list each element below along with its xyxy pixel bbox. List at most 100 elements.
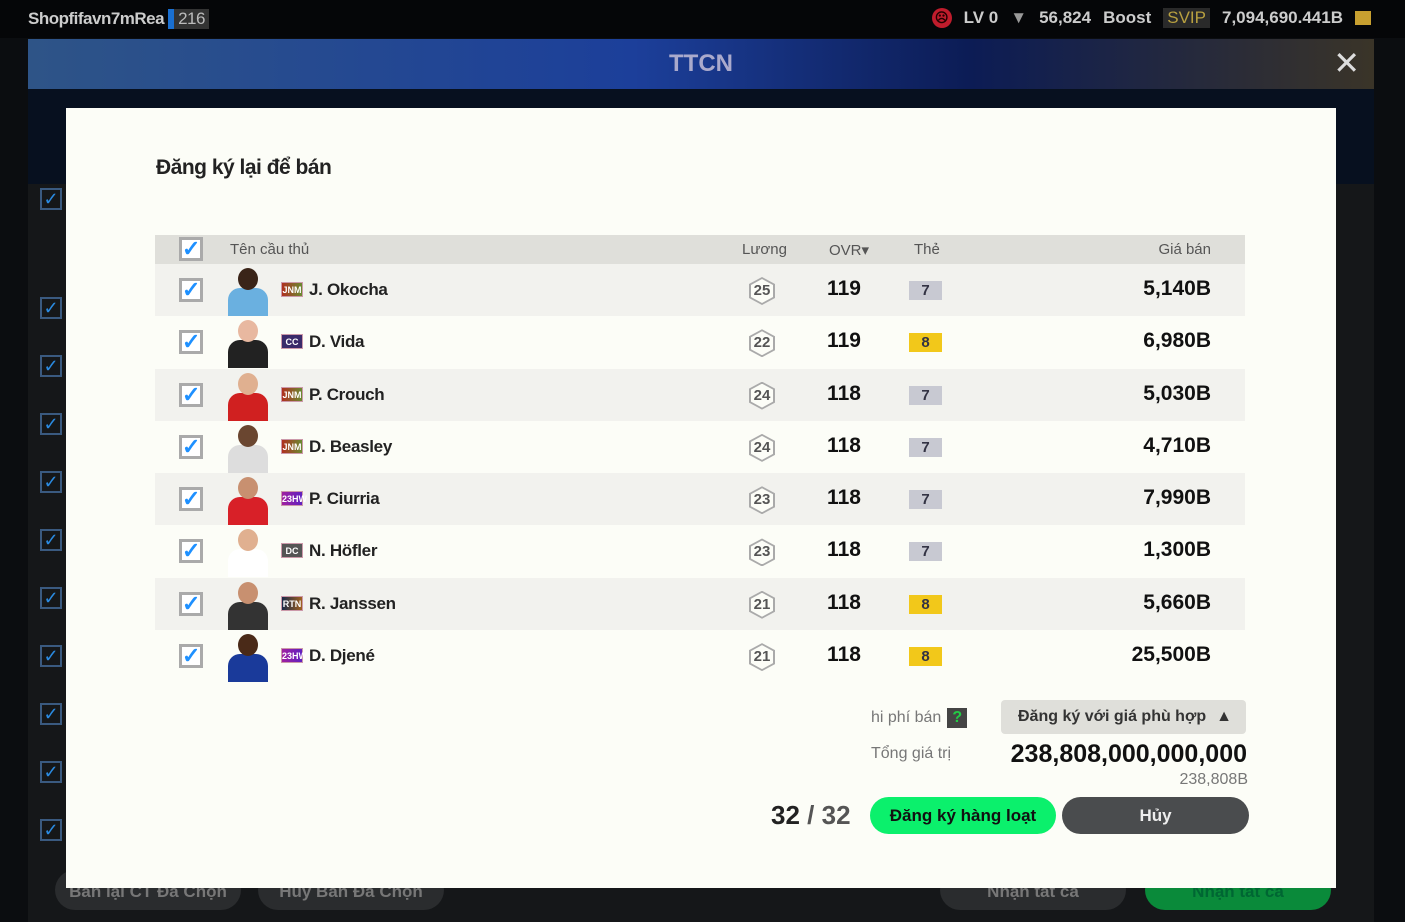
table-row[interactable]: ✓ DC N. Höfler 23 118 7 1,300B	[155, 525, 1245, 578]
row-checkbox[interactable]: ✓	[179, 382, 203, 407]
player-name: R. Janssen	[309, 593, 396, 613]
grade-badge: 7	[909, 490, 942, 510]
row-checkbox[interactable]: ✓	[179, 487, 203, 512]
grade-badge: 8	[909, 333, 942, 353]
lv-text: LV 0	[963, 8, 999, 27]
season-badge: 23HW	[281, 648, 307, 664]
grade-badge: 7	[909, 281, 942, 300]
salary-hex: 24	[749, 433, 775, 462]
sell-price: 7,990B	[1143, 486, 1211, 510]
player-photo	[223, 423, 273, 473]
background-checkbox: ✓	[40, 188, 62, 210]
table-header: ✓ Tên cầu thủ Lương OVR▾ Thẻ Giá bán	[155, 235, 1245, 264]
player-name: N. Höfler	[309, 541, 378, 561]
salary-value: 24	[751, 383, 773, 408]
count-total: 32	[821, 800, 851, 830]
grade-badge: 8	[909, 647, 942, 667]
ovr-value: 118	[827, 590, 861, 614]
salary-value: 24	[751, 435, 773, 460]
row-checkbox[interactable]: ✓	[179, 644, 203, 669]
table-row[interactable]: ✓ 23HW P. Ciurria 23 118 7 7,990B	[155, 473, 1245, 526]
sell-price: 5,660B	[1143, 590, 1211, 614]
salary-hex: 22	[749, 329, 775, 358]
table-row[interactable]: ✓ JNM J. Okocha 25 119 7 5,140B	[155, 264, 1245, 317]
grade-badge: 8	[909, 594, 942, 614]
caret-up-icon: ▲	[1216, 708, 1232, 725]
background-checkbox: ✓	[40, 645, 62, 667]
price-mode-dropdown[interactable]: Đăng ký với giá phù hợp ▲	[1001, 700, 1246, 734]
top-status-bar: Shopfifavn7mRea 216 ☹ LV 0 ▼ 56,824 Boost…	[0, 0, 1405, 38]
player-photo	[223, 527, 273, 578]
col-name: Tên cầu thủ	[230, 241, 310, 258]
ovr-value: 119	[827, 329, 861, 353]
select-all-checkbox[interactable]: ✓	[179, 237, 203, 261]
sell-price: 5,030B	[1143, 381, 1211, 405]
background-checkbox: ✓	[40, 355, 62, 377]
season-badge: DC	[281, 543, 303, 559]
col-ovr[interactable]: OVR▾	[829, 242, 870, 259]
sell-price: 1,300B	[1143, 538, 1211, 562]
player-name: J. Okocha	[309, 280, 388, 299]
table-row[interactable]: ✓ RTN R. Janssen 21 118 8 5,660B	[155, 577, 1245, 631]
background-checkbox: ✓	[40, 819, 62, 841]
salary-hex: 23	[749, 538, 775, 567]
cancel-button[interactable]: Hủy	[1062, 797, 1249, 834]
table-row[interactable]: ✓ JNM D. Beasley 24 118 7 4,710B	[155, 420, 1245, 474]
total-label: Tổng giá trị	[871, 745, 952, 762]
balance: 7,094,690.441B	[1222, 8, 1343, 27]
player-photo	[223, 632, 273, 683]
boost-label: Boost	[1103, 8, 1152, 27]
fee-text: hi phí bán	[871, 709, 942, 726]
sell-price: 5,140B	[1143, 277, 1211, 300]
season-badge: JNM	[281, 438, 303, 454]
col-grade[interactable]: Thẻ	[914, 241, 940, 258]
background-checkbox: ✓	[40, 761, 62, 783]
grade-badge: 7	[909, 542, 942, 562]
table-row[interactable]: ✓ 23HW D. Djené 21 118 8 25,500B	[155, 630, 1245, 683]
sell-price: 4,710B	[1143, 433, 1211, 457]
row-checkbox[interactable]: ✓	[179, 539, 203, 564]
dialog-title: Đăng ký lại để bán	[156, 156, 332, 179]
player-photo	[223, 318, 273, 369]
ovr-value: 118	[827, 538, 861, 562]
row-checkbox[interactable]: ✓	[179, 434, 203, 459]
sell-price: 25,500B	[1131, 643, 1211, 667]
ovr-value: 119	[827, 277, 861, 300]
close-icon[interactable]: ✕	[1333, 45, 1360, 81]
price-mode-value: Đăng ký với giá phù hợp	[1018, 708, 1207, 725]
col-salary[interactable]: Lương	[742, 241, 787, 258]
total-short: 238,808B	[1179, 771, 1248, 788]
player-name: P. Crouch	[309, 384, 385, 404]
salary-value: 22	[751, 331, 773, 356]
row-checkbox[interactable]: ✓	[179, 278, 203, 302]
fee-label: hi phí bán?	[871, 708, 968, 728]
mood-icon: ☹	[931, 8, 952, 28]
username: Shopfifavn7mRea	[28, 9, 165, 28]
bulk-register-button[interactable]: Đăng ký hàng loạt	[870, 797, 1056, 834]
table-row[interactable]: ✓ JNM P. Crouch 24 118 7 5,030B	[155, 368, 1245, 421]
trophy-icon: ▼	[1010, 8, 1028, 27]
salary-value: 21	[751, 592, 773, 617]
table-row[interactable]: ✓ CC D. Vida 22 119 8 6,980B	[155, 316, 1245, 369]
row-checkbox[interactable]: ✓	[179, 591, 203, 616]
salary-value: 25	[751, 279, 773, 303]
player-photo	[223, 475, 273, 526]
season-badge: RTN	[281, 595, 303, 611]
ovr-value: 118	[827, 381, 861, 405]
player-photo	[223, 371, 273, 421]
season-badge: JNM	[281, 282, 303, 297]
total-value: 238,808,000,000,000	[1010, 740, 1247, 768]
player-name: D. Beasley	[309, 436, 392, 456]
help-icon[interactable]: ?	[947, 708, 968, 728]
col-price[interactable]: Giá bán	[1158, 241, 1211, 258]
row-checkbox[interactable]: ✓	[179, 330, 203, 355]
season-badge: CC	[281, 334, 303, 350]
player-name: P. Ciurria	[309, 489, 380, 509]
player-photo	[223, 580, 273, 630]
count-selected: 32	[771, 800, 800, 830]
background-checkbox: ✓	[40, 587, 62, 609]
salary-value: 23	[751, 540, 773, 565]
selection-count: 32 / 32	[771, 800, 851, 831]
count-sep: /	[807, 800, 815, 830]
gold-icon	[1355, 11, 1371, 25]
